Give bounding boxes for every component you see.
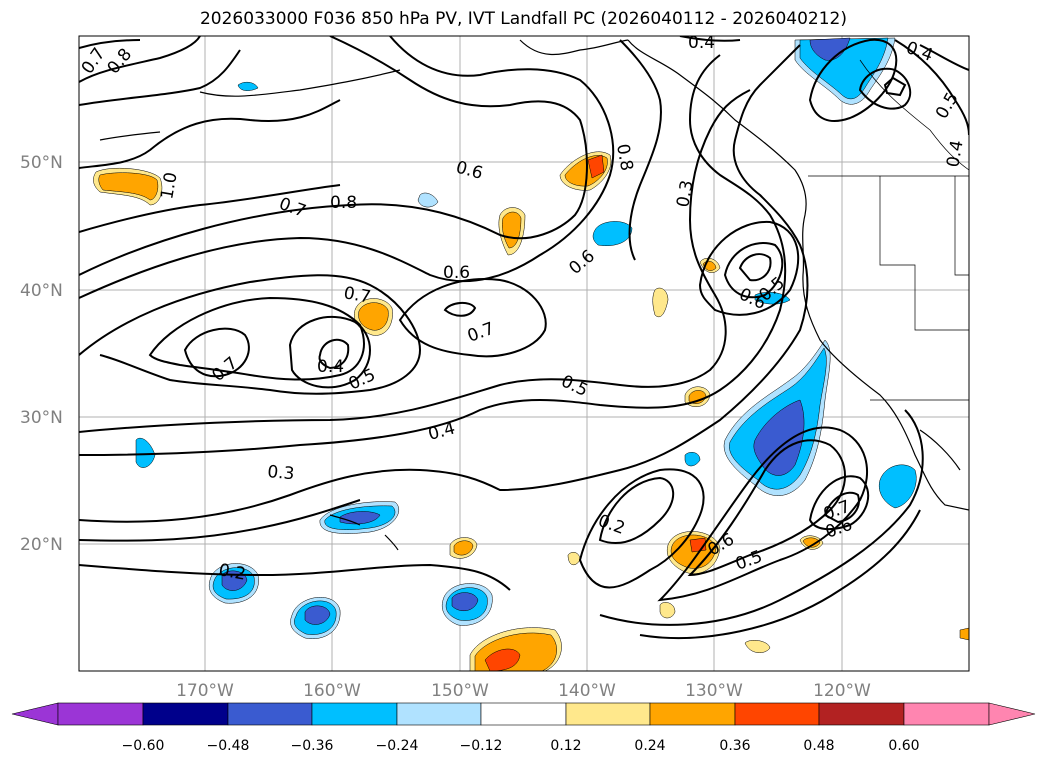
colorbar-segment bbox=[649, 702, 736, 726]
contour-label: 0.7 bbox=[465, 319, 497, 347]
latitude-labels: 50°N 40°N 30°N 20°N bbox=[20, 153, 63, 555]
shade-patch bbox=[587, 154, 605, 179]
coastlines bbox=[99, 39, 969, 551]
colorbar bbox=[11, 702, 1036, 726]
colorbar-segment bbox=[311, 702, 398, 726]
lon-label: 170°W bbox=[176, 681, 234, 701]
contour-label: 1.0 bbox=[157, 171, 181, 201]
shade-patch bbox=[802, 537, 821, 548]
contour-label: 0.4 bbox=[903, 38, 935, 66]
shade-patch bbox=[98, 172, 159, 201]
colorbar-label: 0.36 bbox=[719, 738, 750, 754]
lat-label: 40°N bbox=[20, 281, 63, 301]
shade-patch bbox=[592, 221, 633, 246]
shade-patch bbox=[417, 192, 439, 208]
contour-label: 0.4 bbox=[426, 419, 457, 445]
contour-label: 0.6 bbox=[454, 158, 485, 184]
colorbar-label: 0.48 bbox=[803, 738, 834, 754]
colorbar-label: −0.48 bbox=[207, 738, 250, 754]
longitude-labels: 170°W 160°W 150°W 140°W 130°W 120°W bbox=[176, 681, 871, 701]
map-frame bbox=[78, 35, 970, 672]
colorbar-label: −0.12 bbox=[460, 738, 503, 754]
shade-patch bbox=[809, 37, 851, 61]
contour-label: 0.3 bbox=[673, 179, 697, 209]
colorbar-segment bbox=[565, 702, 651, 726]
contour-label: 0.4 bbox=[943, 139, 967, 169]
colorbar-label: 0.12 bbox=[550, 738, 581, 754]
map-title: 2026033000 F036 850 hPa PV, IVT Landfall… bbox=[199, 9, 847, 29]
colorbar-labels: −0.60 −0.48 −0.36 −0.24 −0.12 0.12 0.24 … bbox=[122, 738, 920, 754]
shade-patch bbox=[453, 540, 474, 556]
colorbar-segment bbox=[480, 702, 567, 726]
shade-patch bbox=[567, 552, 581, 566]
contour-label: 0.4 bbox=[688, 33, 715, 53]
colorbar-label: 0.24 bbox=[634, 738, 665, 754]
lon-label: 120°W bbox=[813, 681, 871, 701]
colorbar-segment bbox=[734, 702, 820, 726]
contour-label: 0.3 bbox=[267, 462, 296, 484]
shade-patch bbox=[652, 287, 669, 318]
map-area: 0.7 0.8 0.4 0.4 0.5 0.4 0.6 0.8 1.0 0.7 … bbox=[78, 33, 969, 671]
colorbar-label: −0.24 bbox=[376, 738, 419, 754]
colorbar-segment bbox=[142, 702, 229, 726]
shade-patch bbox=[879, 464, 917, 509]
colorbar-segment bbox=[227, 702, 313, 726]
pv-contours bbox=[79, 36, 969, 639]
shade-patch bbox=[959, 627, 969, 641]
lat-label: 20°N bbox=[20, 535, 63, 555]
contour-label: 0.5 bbox=[558, 371, 591, 401]
contour-label: 0.6 bbox=[565, 246, 599, 279]
lon-label: 150°W bbox=[431, 681, 489, 701]
contour-label: 0.7 bbox=[342, 283, 372, 307]
lat-label: 50°N bbox=[20, 153, 63, 173]
shade-patch bbox=[451, 592, 479, 612]
contour-label: 0.8 bbox=[104, 45, 137, 79]
colorbar-label: −0.36 bbox=[291, 738, 334, 754]
shade-patch bbox=[659, 602, 676, 619]
contour-label: 0.7 bbox=[78, 44, 110, 78]
lon-label: 130°W bbox=[685, 681, 743, 701]
colorbar-label: 0.60 bbox=[888, 738, 919, 754]
shade-patch bbox=[304, 605, 331, 625]
shade-patch bbox=[684, 452, 701, 467]
shade-patch bbox=[753, 399, 805, 476]
shade-patch bbox=[744, 640, 771, 653]
shade-patch bbox=[237, 81, 259, 91]
contour-label: 0.5 bbox=[932, 89, 963, 122]
colorbar-label: −0.60 bbox=[122, 738, 165, 754]
colorbar-segment bbox=[818, 702, 905, 726]
colorbar-segment bbox=[57, 702, 144, 726]
contour-label: 0.2 bbox=[217, 560, 247, 584]
contour-labels: 0.7 0.8 0.4 0.4 0.5 0.4 0.6 0.8 1.0 0.7 … bbox=[78, 33, 968, 585]
contour-label: 0.7 bbox=[276, 194, 308, 222]
lon-label: 140°W bbox=[558, 681, 616, 701]
lat-label: 30°N bbox=[20, 408, 63, 428]
contour-label: 0.4 bbox=[317, 357, 344, 377]
colorbar-segment bbox=[903, 702, 990, 726]
contour-label: 0.8 bbox=[330, 193, 357, 213]
shade-patch bbox=[135, 437, 156, 468]
colorbar-extend-low bbox=[11, 702, 59, 726]
political-borders bbox=[808, 59, 969, 401]
colorbar-extend-high bbox=[988, 702, 1036, 726]
contour-label: 0.6 bbox=[443, 263, 470, 283]
contour-label: 0.7 bbox=[208, 353, 242, 386]
shade-patch bbox=[358, 302, 389, 331]
contour-label: 0.8 bbox=[612, 142, 636, 172]
colorbar-segment bbox=[396, 702, 482, 726]
lon-label: 160°W bbox=[303, 681, 361, 701]
